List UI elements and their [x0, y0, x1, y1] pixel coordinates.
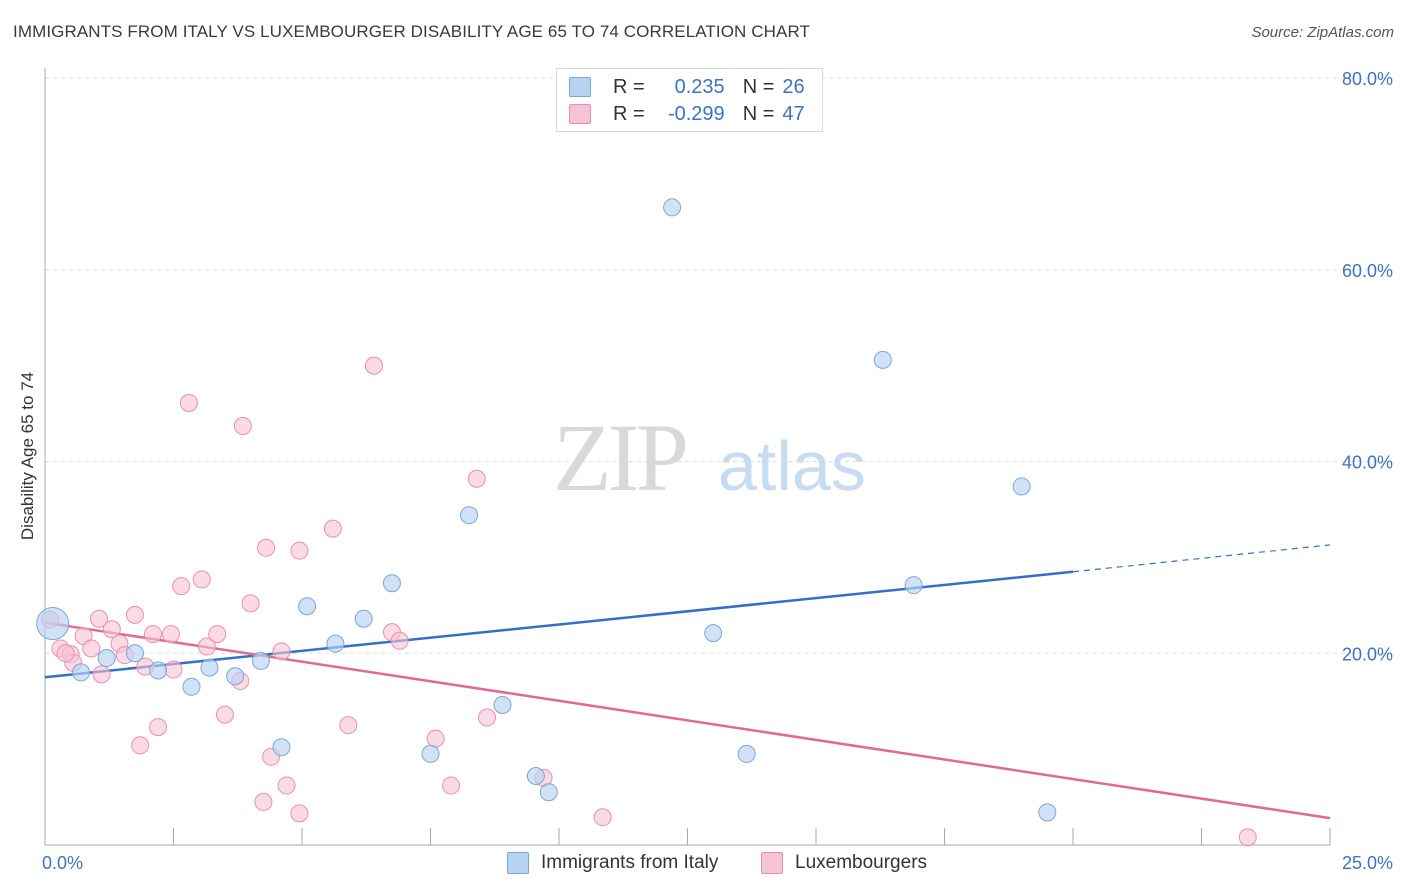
data-point-luxembourgers — [197, 637, 216, 656]
data-point-luxembourgers — [172, 577, 191, 596]
data-point-luxembourgers — [442, 776, 461, 795]
data-point-luxembourgers — [339, 716, 358, 735]
series-legend-italy: Immigrants from Italy — [507, 852, 718, 874]
data-point-luxembourgers — [131, 736, 150, 755]
legend-row-italy: R = 0.235 N = 26 — [569, 75, 805, 99]
legend-n-label: N = — [742, 75, 775, 98]
legend-n-label: N = — [742, 102, 775, 125]
data-point-luxembourgers — [82, 639, 101, 658]
data-point-italy — [663, 198, 682, 217]
data-point-luxembourgers — [215, 705, 234, 724]
data-point-luxembourgers — [89, 609, 108, 628]
data-point-italy — [382, 574, 401, 593]
legend-r-label: R = — [613, 102, 645, 125]
data-point-italy — [149, 661, 168, 680]
series-legend-luxembourgers: Luxembourgers — [761, 852, 927, 874]
series-label-italy: Immigrants from Italy — [541, 852, 719, 873]
legend-row-luxembourgers: R = -0.299 N = 47 — [569, 102, 805, 126]
legend-n-italy: 26 — [782, 75, 805, 98]
data-point-luxembourgers — [241, 594, 260, 613]
data-point-luxembourgers — [290, 541, 309, 560]
y-tick-label: 80.0% — [1342, 69, 1393, 89]
watermark-atlas: atlas — [718, 427, 866, 505]
data-point-luxembourgers — [467, 469, 486, 488]
data-point-italy — [182, 677, 201, 696]
data-point-luxembourgers — [179, 394, 198, 413]
data-point-italy — [873, 350, 892, 369]
y-tick-label: 20.0% — [1342, 644, 1393, 664]
data-points — [36, 198, 1257, 847]
watermark-zip: ZIP — [553, 404, 686, 511]
legend-r-luxembourgers: -0.299 — [667, 102, 725, 125]
data-point-italy — [226, 667, 245, 686]
data-point-luxembourgers — [1238, 828, 1257, 847]
source-label: Source: ZipAtlas.com — [1251, 24, 1394, 41]
stats-legend: R = 0.235 N = 26 R = -0.299 N = 47 — [556, 68, 823, 132]
legend-r-italy: 0.235 — [674, 75, 725, 98]
watermark: ZIP atlas — [553, 404, 866, 511]
data-point-italy — [71, 663, 90, 682]
data-point-italy — [1038, 803, 1057, 822]
grid-lines — [45, 77, 1392, 654]
data-point-luxembourgers — [272, 642, 291, 661]
data-point-luxembourgers — [390, 631, 409, 650]
tick-labels: 20.0% 40.0% 60.0% 80.0% 0.0% 25.0% — [42, 69, 1393, 873]
data-point-luxembourgers — [192, 570, 211, 589]
x-tick-label: 0.0% — [42, 853, 83, 873]
data-point-italy — [251, 651, 270, 670]
legend-swatch-italy — [569, 77, 591, 97]
chart-title: IMMIGRANTS FROM ITALY VS LUXEMBOURGER DI… — [13, 22, 811, 41]
y-tick-label: 60.0% — [1342, 261, 1393, 281]
data-point-italy — [526, 766, 545, 785]
data-point-luxembourgers — [593, 808, 612, 827]
data-point-italy — [125, 644, 144, 663]
data-point-italy — [460, 506, 479, 525]
data-point-italy — [704, 624, 723, 643]
data-point-luxembourgers — [290, 804, 309, 823]
data-point-luxembourgers — [277, 776, 296, 795]
data-point-italy — [354, 609, 373, 628]
data-point-luxembourgers — [92, 665, 111, 684]
legend-n-luxembourgers: 47 — [782, 102, 805, 125]
series-label-luxembourgers: Luxembourgers — [795, 852, 928, 873]
data-point-italy — [97, 649, 116, 668]
data-point-italy — [737, 744, 756, 763]
legend-r-label: R = — [613, 75, 645, 98]
axes — [44, 68, 1331, 846]
data-point-italy — [904, 576, 923, 595]
data-point-luxembourgers — [102, 620, 121, 639]
data-point-luxembourgers — [254, 792, 273, 811]
x-tick-label: 25.0% — [1342, 853, 1393, 873]
data-point-luxembourgers — [208, 625, 227, 644]
trend-line-luxembourgers — [44, 621, 1331, 820]
legend-swatch-luxembourgers — [569, 104, 591, 124]
data-point-luxembourgers — [323, 519, 342, 538]
series-swatch-luxembourgers — [761, 852, 783, 874]
data-point-luxembourgers — [149, 718, 168, 737]
data-point-italy — [200, 658, 219, 677]
data-point-luxembourgers — [478, 708, 497, 727]
data-point-italy — [272, 738, 291, 757]
data-point-italy — [298, 597, 317, 616]
data-point-luxembourgers — [257, 538, 276, 557]
data-point-luxembourgers — [125, 605, 144, 624]
data-point-luxembourgers — [143, 625, 162, 644]
series-swatch-italy — [507, 852, 529, 874]
data-point-italy — [421, 744, 440, 763]
data-point-luxembourgers — [364, 356, 383, 375]
trend-line-italy — [44, 570, 1074, 679]
data-point-luxembourgers — [164, 660, 183, 679]
data-point-italy — [36, 607, 70, 641]
data-point-italy — [1012, 477, 1031, 496]
y-tick-label: 40.0% — [1342, 453, 1393, 473]
data-point-luxembourgers — [161, 625, 180, 644]
data-point-italy — [326, 634, 345, 653]
trend-line-italy-extension — [1072, 544, 1331, 573]
data-point-luxembourgers — [233, 417, 252, 436]
data-point-italy — [493, 696, 512, 715]
data-point-luxembourgers — [426, 729, 445, 748]
data-point-luxembourgers — [56, 644, 75, 663]
data-point-italy — [539, 783, 558, 802]
